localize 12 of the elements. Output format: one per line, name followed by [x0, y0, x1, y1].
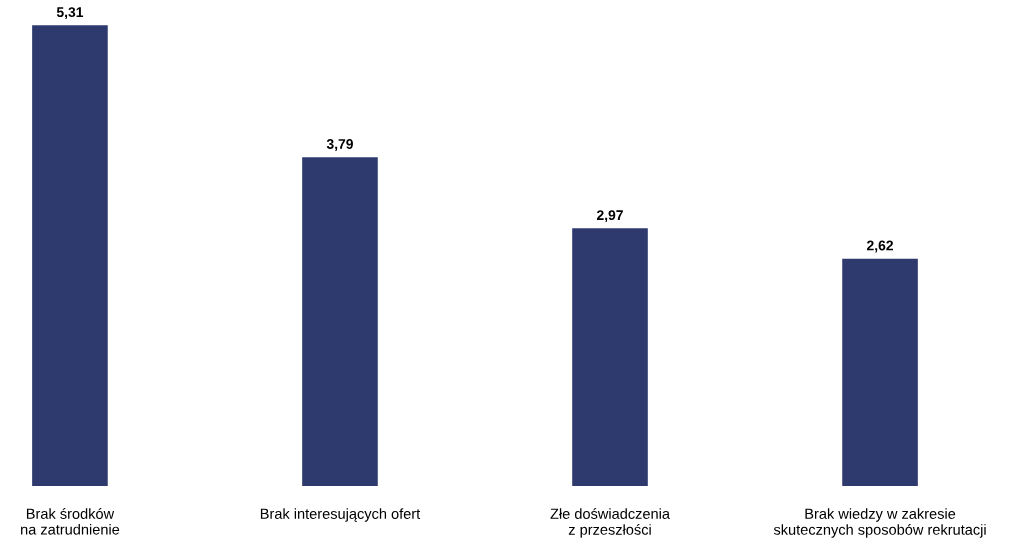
data-label: 2,62	[867, 240, 893, 253]
bar	[302, 157, 378, 486]
bar	[572, 228, 648, 486]
bar	[842, 258, 918, 486]
data-label: 3,79	[326, 139, 353, 151]
x-tick-label: Brak wiedzy w zakresie skutecznych sposobów rekrutacji	[773, 508, 986, 538]
bar	[32, 25, 108, 486]
x-tick-label: Brak środków na zatrudnienie	[21, 508, 120, 535]
x-tick-label: Złe doświadczenia z przeszłości	[550, 508, 670, 538]
data-label: 2,97	[596, 210, 623, 223]
data-label: 5,31	[56, 7, 84, 20]
x-tick-label: Brak interesujących ofert	[260, 508, 421, 522]
